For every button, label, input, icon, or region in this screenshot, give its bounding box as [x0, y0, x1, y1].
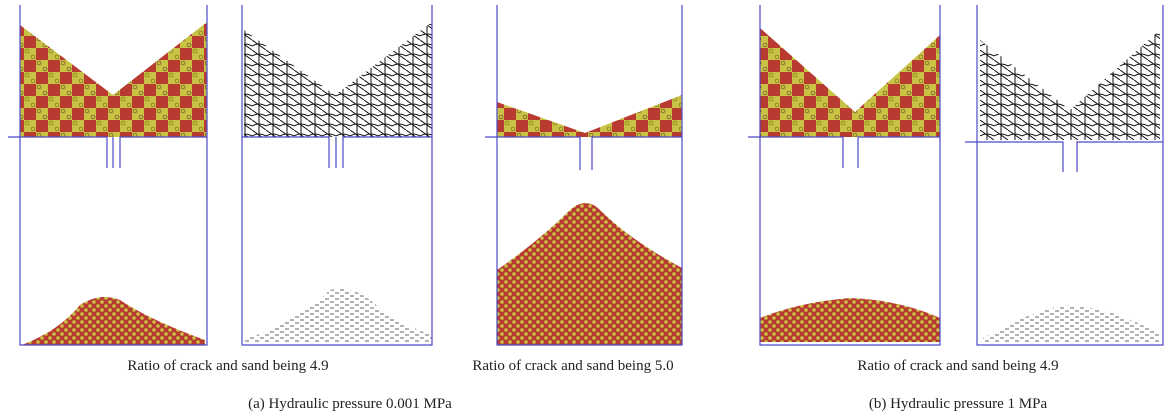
panel-caption: Ratio of crack and sand being 4.9 — [857, 358, 1058, 374]
crack-pile — [980, 305, 1160, 343]
panel-caption: Ratio of crack and sand being 4.9 — [127, 358, 328, 374]
panel-1 — [8, 5, 207, 345]
sand-pile — [497, 203, 682, 345]
page: {"figure": { "panel_captions": ["Ratio o… — [0, 0, 1169, 420]
crack-network — [244, 22, 432, 137]
subfigure-caption: (a) Hydraulic pressure 0.001 MPa — [248, 396, 452, 412]
panel-5 — [965, 5, 1163, 345]
panel-caption: Ratio of crack and sand being 5.0 — [472, 358, 673, 374]
sand-mass — [760, 28, 940, 137]
crack-pile — [244, 289, 432, 343]
crack-network — [980, 30, 1160, 140]
sand-mass — [20, 22, 207, 137]
sand-mass — [497, 95, 682, 137]
sand-pile — [22, 297, 205, 345]
figure: Ratio of crack and sand being 4.9 Ratio … — [0, 0, 1169, 420]
panel-4 — [748, 5, 940, 345]
panel-3 — [485, 5, 682, 345]
subfigure-caption: (b) Hydraulic pressure 1 MPa — [869, 396, 1048, 412]
panel-2 — [242, 5, 432, 345]
sand-pile — [760, 298, 940, 342]
